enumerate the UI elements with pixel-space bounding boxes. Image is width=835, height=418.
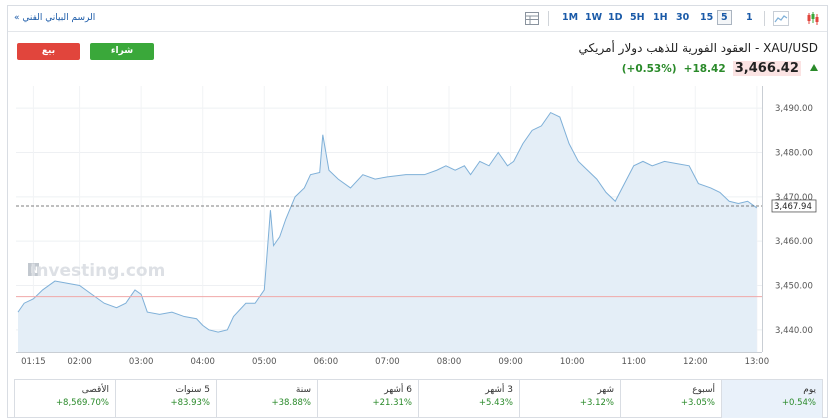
y-tick-label: 3,440.00	[775, 326, 813, 336]
perf-value: +5.43%	[478, 398, 513, 408]
x-tick-label: 04:00	[190, 357, 215, 367]
timeframe-1m[interactable]: 1M	[562, 12, 579, 23]
x-tick-label: 12:00	[683, 357, 708, 367]
timeframe-5[interactable]: 5	[717, 10, 732, 25]
price-row: (+0.53%) +18.42 3,466.42	[621, 57, 818, 76]
buy-button[interactable]: شراء	[90, 43, 154, 60]
chart-widget: الرسم البياني الفني » 1 5 15 30 1H 5H 1D…	[7, 5, 828, 418]
change-percent: (+0.53%)	[621, 63, 677, 75]
timeframe-1[interactable]: 1	[746, 12, 753, 23]
perf-value: +21.31%	[372, 398, 412, 408]
timeframe-1h[interactable]: 1H	[653, 12, 668, 23]
x-tick-label: 05:00	[252, 357, 277, 367]
perf-6m[interactable]: 6 أشهر +21.31%	[317, 380, 418, 418]
sell-button[interactable]: بيع	[17, 43, 80, 60]
svg-text:3,467.94: 3,467.94	[774, 202, 812, 212]
x-tick-label: 08:00	[437, 357, 462, 367]
up-arrow-icon	[810, 64, 818, 71]
perf-1w[interactable]: أسبوع +3.05%	[620, 380, 721, 418]
investing-watermark: N Investing.com	[28, 261, 165, 281]
last-price: 3,466.42	[732, 61, 801, 76]
y-tick-label: 3,480.00	[775, 149, 813, 159]
current-price-label: 3,467.94	[771, 199, 817, 213]
x-tick-label: 06:00	[314, 357, 339, 367]
price-chart[interactable]: N Investing.com 3,440.00 3,450.00 3,460.00…	[8, 6, 829, 374]
x-tick-label: 01:15	[21, 357, 46, 367]
perf-value: +3.05%	[680, 398, 715, 408]
timeframe-1w[interactable]: 1W	[585, 12, 603, 23]
toolbar: الرسم البياني الفني » 1 5 15 30 1H 5H 1D…	[8, 6, 827, 32]
perf-max[interactable]: الأقصى +8,569.70%	[15, 380, 115, 418]
area-chart-icon[interactable]	[773, 11, 789, 26]
y-tick-label: 3,490.00	[775, 104, 813, 114]
perf-1m[interactable]: شهر +3.12%	[519, 380, 620, 418]
price-area	[18, 112, 757, 352]
perf-3m[interactable]: 3 أشهر +5.43%	[418, 380, 519, 418]
toolbar-divider	[764, 11, 765, 26]
y-tick-label: 3,450.00	[775, 282, 813, 292]
x-tick-label: 07:00	[375, 357, 400, 367]
timeframe-5h[interactable]: 5H	[630, 12, 645, 23]
x-tick-label: 03:00	[129, 357, 154, 367]
change-value: +18.42	[683, 63, 726, 75]
perf-label: 5 سنوات	[175, 385, 210, 395]
y-tick-label: 3,470.00	[775, 193, 813, 203]
technical-chart-link[interactable]: الرسم البياني الفني »	[14, 13, 96, 23]
perf-1y[interactable]: سنة +38.88%	[216, 380, 317, 418]
instrument-title: XAU/USD - العقود الفورية للذهب دولار أمر…	[578, 41, 818, 55]
perf-label: أسبوع	[692, 385, 715, 395]
perf-value: +38.88%	[271, 398, 311, 408]
x-tick-label: 13:00	[745, 357, 770, 367]
y-tick-label: 3,460.00	[775, 237, 813, 247]
timeframe-30[interactable]: 30	[676, 12, 690, 23]
x-tick-label: 11:00	[621, 357, 646, 367]
perf-label: سنة	[295, 385, 311, 395]
svg-text:Investing.com: Investing.com	[30, 261, 165, 281]
perf-value: +83.93%	[170, 398, 210, 408]
toolbar-divider	[548, 11, 549, 26]
x-tick-label: 02:00	[67, 357, 92, 367]
x-tick-label: 09:00	[498, 357, 523, 367]
perf-label: الأقصى	[81, 385, 109, 395]
perf-value: +0.54%	[781, 398, 816, 408]
candlestick-chart-icon[interactable]	[805, 11, 821, 26]
x-tick-label: 10:00	[560, 357, 585, 367]
perf-1d[interactable]: يوم +0.54%	[721, 380, 822, 418]
perf-5y[interactable]: 5 سنوات +83.93%	[115, 380, 216, 418]
perf-label: شهر	[597, 385, 614, 395]
perf-value: +3.12%	[579, 398, 614, 408]
perf-label: يوم	[803, 385, 816, 395]
performance-bar: الأقصى +8,569.70% 5 سنوات +83.93% سنة +38.8…	[14, 379, 823, 418]
timeframe-15[interactable]: 15	[700, 12, 714, 23]
perf-label: 3 أشهر	[485, 385, 513, 395]
perf-label: 6 أشهر	[384, 385, 412, 395]
table-view-icon[interactable]	[524, 11, 540, 26]
perf-value: +8,569.70%	[55, 398, 109, 408]
svg-text:N: N	[31, 266, 39, 276]
price-line	[17, 111, 758, 333]
timeframe-1d[interactable]: 1D	[608, 12, 623, 23]
